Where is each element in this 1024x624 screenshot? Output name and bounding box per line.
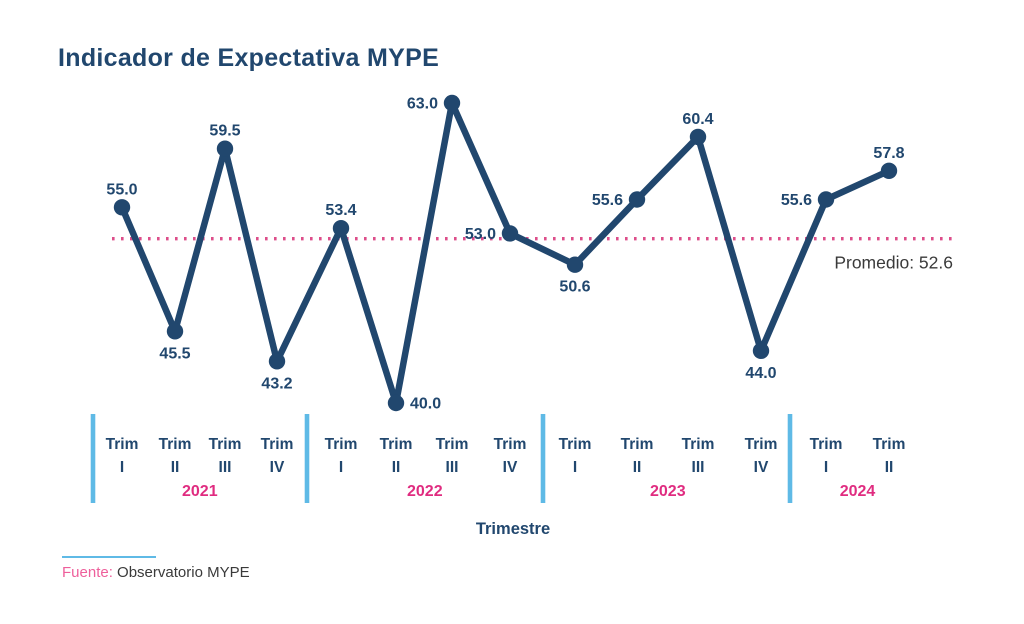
x-tick-quarter: Trim — [159, 436, 192, 453]
x-tick-quarter: Trim — [682, 436, 715, 453]
x-tick-quarter-num: I — [573, 459, 577, 476]
x-tick-quarter-num: II — [392, 459, 401, 476]
x-tick-quarter: Trim — [494, 436, 527, 453]
x-tick-quarter-num: III — [219, 459, 232, 476]
data-point — [566, 256, 584, 273]
data-point — [113, 199, 131, 216]
data-point-label: 57.8 — [873, 145, 904, 162]
x-tick-quarter-num: II — [633, 459, 642, 476]
year-label: 2024 — [840, 483, 876, 500]
x-tick-quarter: Trim — [325, 436, 358, 453]
x-tick-quarter: Trim — [810, 436, 843, 453]
data-point — [689, 128, 707, 146]
average-annotation: Promedio: 52.6 — [834, 253, 953, 273]
data-point-label: 59.5 — [209, 123, 240, 140]
data-point-label: 53.0 — [465, 226, 496, 243]
x-tick-quarter-num: I — [824, 459, 828, 476]
data-point — [880, 162, 898, 179]
data-point — [216, 140, 234, 157]
x-tick-quarter-num: II — [171, 459, 180, 476]
x-tick-quarter-num: III — [692, 459, 705, 476]
year-label: 2023 — [650, 483, 686, 500]
data-point-label: 53.4 — [325, 202, 356, 219]
x-tick-quarter-num: II — [885, 459, 894, 476]
x-tick-quarter: Trim — [380, 436, 413, 453]
source-name: Observatorio MYPE — [117, 564, 250, 581]
data-point-label: 60.4 — [682, 111, 713, 128]
x-tick-quarter-num: I — [120, 459, 124, 476]
data-point-label: 50.6 — [559, 279, 590, 296]
source-note: Fuente: Observatorio MYPE — [62, 556, 250, 581]
year-label: 2022 — [407, 483, 443, 500]
x-tick-quarter-num: IV — [503, 459, 518, 476]
x-tick-quarter: Trim — [436, 436, 469, 453]
source-prefix: Fuente: — [62, 564, 113, 581]
data-point — [752, 342, 770, 359]
data-point — [501, 225, 519, 242]
page-title: Indicador de Expectativa MYPE — [58, 44, 440, 72]
x-tick-quarter: Trim — [621, 436, 654, 453]
x-tick-quarter-num: III — [446, 459, 459, 476]
x-tick-quarter: Trim — [559, 436, 592, 453]
x-tick-quarter: Trim — [261, 436, 294, 453]
year-label: 2021 — [182, 483, 218, 500]
data-point — [332, 220, 350, 237]
data-line — [118, 99, 893, 407]
data-point — [387, 394, 405, 412]
data-point-label: 40.0 — [410, 396, 441, 413]
x-tick-quarter-num: IV — [270, 459, 285, 476]
x-tick-quarter: Trim — [745, 436, 778, 453]
data-point-label: 55.6 — [781, 192, 812, 209]
x-axis-title: Trimestre — [476, 520, 550, 538]
data-point-label: 44.0 — [745, 365, 776, 382]
data-point-label: 55.0 — [106, 181, 137, 198]
x-tick-quarter-num: I — [339, 459, 343, 476]
data-point — [166, 323, 184, 340]
data-point-label: 45.5 — [159, 345, 190, 362]
x-tick-quarter: Trim — [209, 436, 242, 453]
x-tick-quarter: Trim — [873, 436, 906, 453]
data-point-label: 55.6 — [592, 192, 623, 209]
x-tick-quarter-num: IV — [754, 459, 769, 476]
data-point — [268, 353, 286, 370]
x-tick-quarter: Trim — [106, 436, 139, 453]
data-point — [628, 191, 646, 208]
data-point-label: 63.0 — [407, 96, 438, 113]
source-divider-line — [62, 556, 156, 558]
data-point — [443, 94, 461, 112]
data-point — [817, 191, 835, 208]
data-point-label: 43.2 — [261, 375, 292, 392]
